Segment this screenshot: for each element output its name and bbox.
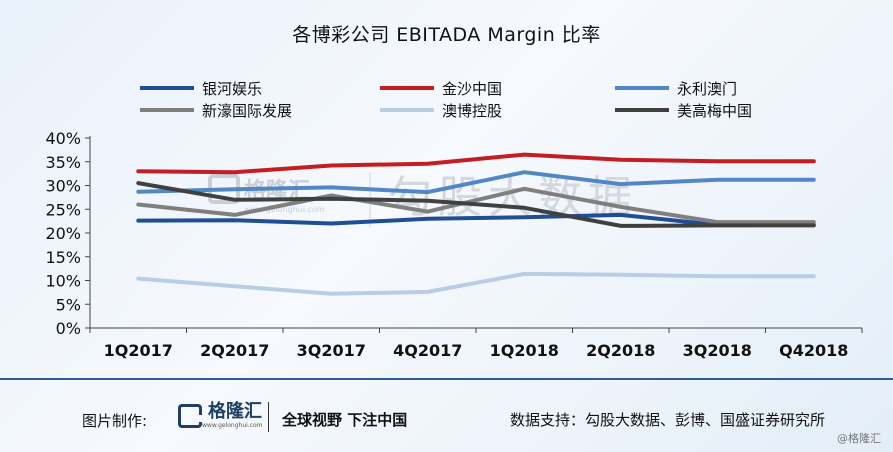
series-line-5 xyxy=(136,181,816,228)
y-tick-label-6: 30% xyxy=(45,177,81,196)
series-line-3 xyxy=(136,186,816,225)
x-tick-label-4: 1Q2018 xyxy=(490,341,559,360)
y-tick-label-8: 40% xyxy=(45,129,81,148)
y-tick-label-3: 15% xyxy=(45,248,81,267)
x-tick-label-6: 3Q2018 xyxy=(683,341,752,360)
brand-g-icon xyxy=(178,404,202,428)
watermark-url: www.gelonghui.com xyxy=(244,205,325,214)
copyright-mark: @格隆汇 xyxy=(837,432,881,445)
legend-label-1: 金沙中国 xyxy=(442,80,502,98)
footer: 图片制作: 格隆汇 www.gelonghui.com 全球视野 下注中国 数据… xyxy=(0,392,893,446)
chart-title: 各博彩公司 EBITADA Margin 比率 xyxy=(292,24,601,46)
y-tick-label-1: 5% xyxy=(56,295,81,314)
y-tick-label-7: 35% xyxy=(45,153,81,172)
axes: 0% 5% 10% 15% 20% 25% 30% 35% 40% 1Q2017 2Q2017 3Q2… xyxy=(45,129,863,360)
x-tick-label-1: 2Q2017 xyxy=(200,341,269,360)
brand-text-block: 格隆汇 www.gelonghui.com xyxy=(202,402,263,430)
footer-divider-line xyxy=(0,378,893,380)
legend-label-5: 美高梅中国 xyxy=(677,102,752,120)
y-tick-label-2: 10% xyxy=(45,272,81,291)
made-by-label: 图片制作: xyxy=(82,412,148,430)
y-tick-label-5: 25% xyxy=(45,200,81,219)
x-tick-label-3: 4Q2017 xyxy=(393,341,462,360)
slogan: 全球视野 下注中国 xyxy=(282,411,408,429)
y-tick-label-0: 0% xyxy=(56,319,81,338)
legend-label-4: 澳博控股 xyxy=(442,102,502,120)
x-tick-label-2: 3Q2017 xyxy=(297,341,366,360)
footer-separator xyxy=(268,402,269,432)
brand-url: www.gelonghui.com xyxy=(202,422,263,429)
brand-logo: 格隆汇 www.gelonghui.com xyxy=(178,402,263,430)
legend-label-2: 永利澳门 xyxy=(677,80,737,98)
series-line-1 xyxy=(136,152,816,175)
series-lines xyxy=(136,152,816,296)
series-line-2 xyxy=(136,170,816,195)
legend-label-0: 银河娱乐 xyxy=(202,80,262,98)
x-tick-label-0: 1Q2017 xyxy=(104,341,173,360)
series-line-0 xyxy=(136,212,816,227)
x-tick-label-7: Q42018 xyxy=(779,341,848,360)
data-source: 数据支持：勾股大数据、彭博、国盛证券研究所 xyxy=(510,411,826,429)
brand-name: 格隆汇 xyxy=(208,401,262,422)
series-line-4 xyxy=(136,271,816,296)
x-tick-label-5: 2Q2018 xyxy=(586,341,655,360)
y-tick-label-4: 20% xyxy=(45,224,81,243)
legend-label-3: 新濠国际发展 xyxy=(202,102,292,120)
